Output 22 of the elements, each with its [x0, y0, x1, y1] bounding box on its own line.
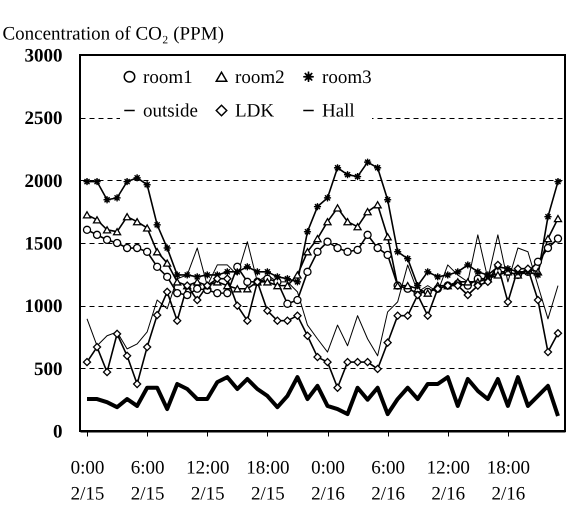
- legend-label: room3: [322, 66, 372, 88]
- y-tick-label: 1500: [24, 234, 62, 254]
- x-tick-label: 12:00 2/15: [186, 458, 230, 504]
- legend-label: outside: [143, 100, 198, 122]
- x-tick-label: 12:00 2/16: [426, 458, 470, 504]
- legend-label: LDK: [235, 100, 274, 122]
- y-tick-label: 1000: [24, 296, 62, 318]
- legend-label: Hall: [322, 100, 355, 122]
- y-tick-label: 3000: [24, 46, 62, 66]
- legend-label: room2: [235, 66, 285, 88]
- x-tick-label: 6:00 2/15: [130, 458, 165, 504]
- y-tick-label: 2000: [24, 170, 62, 192]
- x-tick-label: 6:00 2/16: [371, 458, 406, 504]
- y-tick-label: 2500: [24, 108, 62, 130]
- y-tick-label: 0: [53, 422, 62, 442]
- legend-label: room1: [143, 66, 193, 88]
- y-tick-label: 500: [34, 358, 62, 380]
- x-tick-label: 0:00 2/16: [311, 458, 345, 504]
- x-tick-label: 18:00 2/15: [246, 458, 290, 504]
- y-axis-title: Concentration of CO₂ (PPM): [2, 24, 224, 44]
- x-tick-label: 0:00 2/15: [70, 458, 104, 504]
- x-tick-label: 18:00 2/16: [486, 458, 530, 504]
